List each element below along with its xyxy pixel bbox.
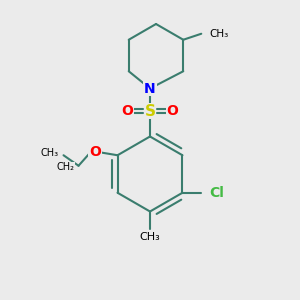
Text: CH₃: CH₃	[140, 232, 160, 242]
Text: O: O	[122, 104, 134, 118]
Text: CH₃: CH₃	[210, 29, 229, 39]
Text: Cl: Cl	[209, 186, 224, 200]
Text: O: O	[89, 145, 101, 159]
Text: N: N	[144, 82, 156, 95]
Text: CH₃: CH₃	[41, 148, 59, 158]
Text: S: S	[145, 103, 155, 118]
Text: CH₂: CH₂	[57, 162, 75, 172]
Text: O: O	[167, 104, 178, 118]
